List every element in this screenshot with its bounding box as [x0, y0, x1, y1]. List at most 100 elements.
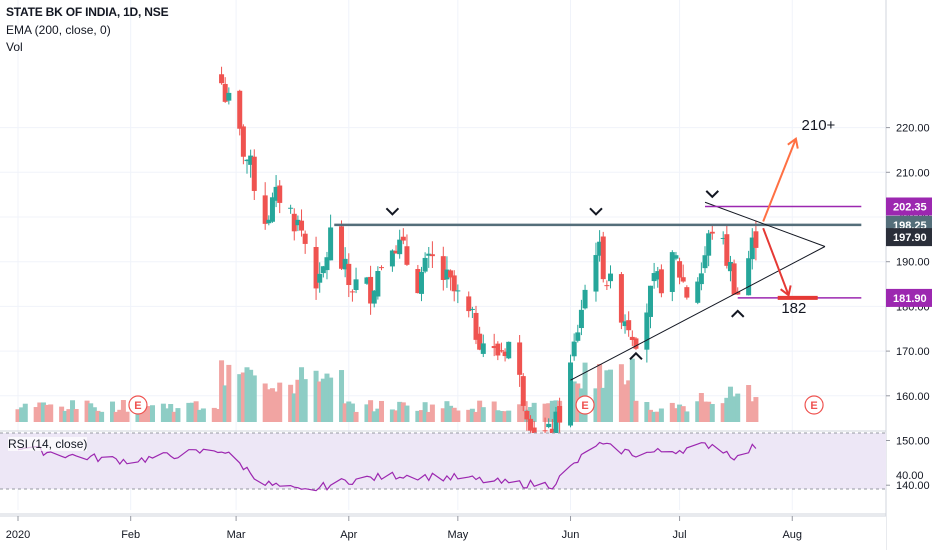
candle-body [320, 266, 326, 274]
rsi-pane [0, 432, 886, 492]
candle [455, 284, 461, 304]
volume-bar [149, 405, 155, 422]
time-tick-label: Aug [782, 529, 802, 541]
ema-legend[interactable]: EMA (200, close, 0) [6, 23, 111, 37]
volume-bar [673, 408, 679, 422]
volume-bar [698, 393, 704, 422]
candle [440, 246, 446, 291]
candle [626, 311, 632, 337]
candle [647, 285, 653, 329]
candle-body [219, 74, 225, 84]
candle-body [528, 418, 534, 431]
candle [502, 348, 508, 362]
candle [753, 220, 759, 261]
volume-bar [139, 410, 145, 422]
volume-bar [164, 408, 170, 422]
candle-body [400, 236, 406, 241]
candle-body [404, 246, 410, 265]
candle [651, 262, 657, 289]
v-marker [705, 190, 719, 199]
price-badge-text: 197.90 [893, 232, 927, 244]
time-tick-label: Mar [227, 529, 246, 541]
volume-bar [684, 411, 690, 422]
candle-body [658, 269, 664, 294]
candle [524, 401, 530, 431]
candle-body [251, 156, 257, 191]
candle [480, 334, 486, 358]
candle-body [328, 227, 334, 261]
candle-body [269, 197, 275, 222]
candle-body [600, 236, 606, 280]
candle-body [673, 255, 679, 259]
candle [302, 230, 308, 254]
candle-body [498, 350, 504, 352]
volume-bar [749, 401, 755, 422]
candle [353, 267, 359, 294]
candle-body [618, 274, 624, 323]
volume-bar [517, 404, 523, 422]
candle-body [709, 231, 715, 234]
volume-bar [62, 410, 68, 422]
symbol-title[interactable]: STATE BK OF INDIA, 1D, NSE [6, 5, 169, 19]
v-marker [629, 351, 643, 361]
rsi-line [17, 441, 757, 492]
lower-trendline[interactable] [570, 246, 826, 381]
volume-bar [397, 401, 403, 422]
candle [248, 149, 254, 178]
volume-bar [349, 403, 355, 422]
volume-bar [368, 400, 374, 422]
candle-body [248, 155, 254, 165]
volume-bar [113, 411, 119, 422]
earnings-circle [575, 395, 595, 415]
volume-bar [389, 409, 395, 422]
volume-bar [429, 404, 435, 422]
volume-bar [426, 411, 432, 422]
candle [451, 270, 457, 302]
candle-body [244, 159, 250, 162]
candle-body [240, 126, 246, 157]
candle-body [469, 308, 475, 310]
volume-bar [695, 401, 701, 422]
volume-bar [15, 409, 21, 422]
upper-trendline[interactable] [704, 201, 826, 247]
volume-bar [342, 403, 348, 422]
candle [658, 264, 664, 298]
candle [680, 264, 686, 283]
time-tick-label: Jun [562, 529, 580, 541]
candle [251, 149, 257, 200]
time-axis[interactable]: 2020 Feb Mar Apr May Jun Jul Aug [0, 515, 886, 550]
candle-body [749, 237, 755, 260]
candle-body [455, 290, 461, 292]
candle [219, 66, 225, 85]
candle-body [346, 263, 352, 286]
candle [720, 231, 726, 245]
candle-body [371, 290, 377, 304]
volume-bar [418, 410, 424, 422]
candle [393, 245, 399, 254]
earnings-label: E [810, 400, 817, 412]
volume-legend[interactable]: Vol [6, 40, 23, 54]
v-marker [731, 309, 745, 318]
candle-body [578, 309, 584, 329]
candle [593, 242, 599, 302]
volume-bar [33, 407, 39, 422]
candle-body [226, 92, 232, 101]
candle [429, 241, 435, 269]
volume-bar [120, 400, 126, 422]
volume-bar [37, 402, 43, 422]
price-axis[interactable]: 220.00210.00200.00190.00180.00170.00160.… [886, 0, 932, 550]
volume-bar [197, 409, 203, 422]
candle-body [680, 277, 686, 282]
earnings-marker: E [804, 395, 824, 415]
time-tick-label: May [447, 529, 468, 541]
candle [473, 305, 479, 345]
v-marker [589, 207, 603, 216]
rsi-legend[interactable]: RSI (14, close) [8, 437, 88, 451]
candle-body [557, 406, 563, 423]
candle [397, 229, 403, 259]
candle [506, 341, 512, 360]
candle-body [222, 83, 228, 102]
candle-body [364, 277, 370, 284]
volume-bar [618, 364, 624, 422]
